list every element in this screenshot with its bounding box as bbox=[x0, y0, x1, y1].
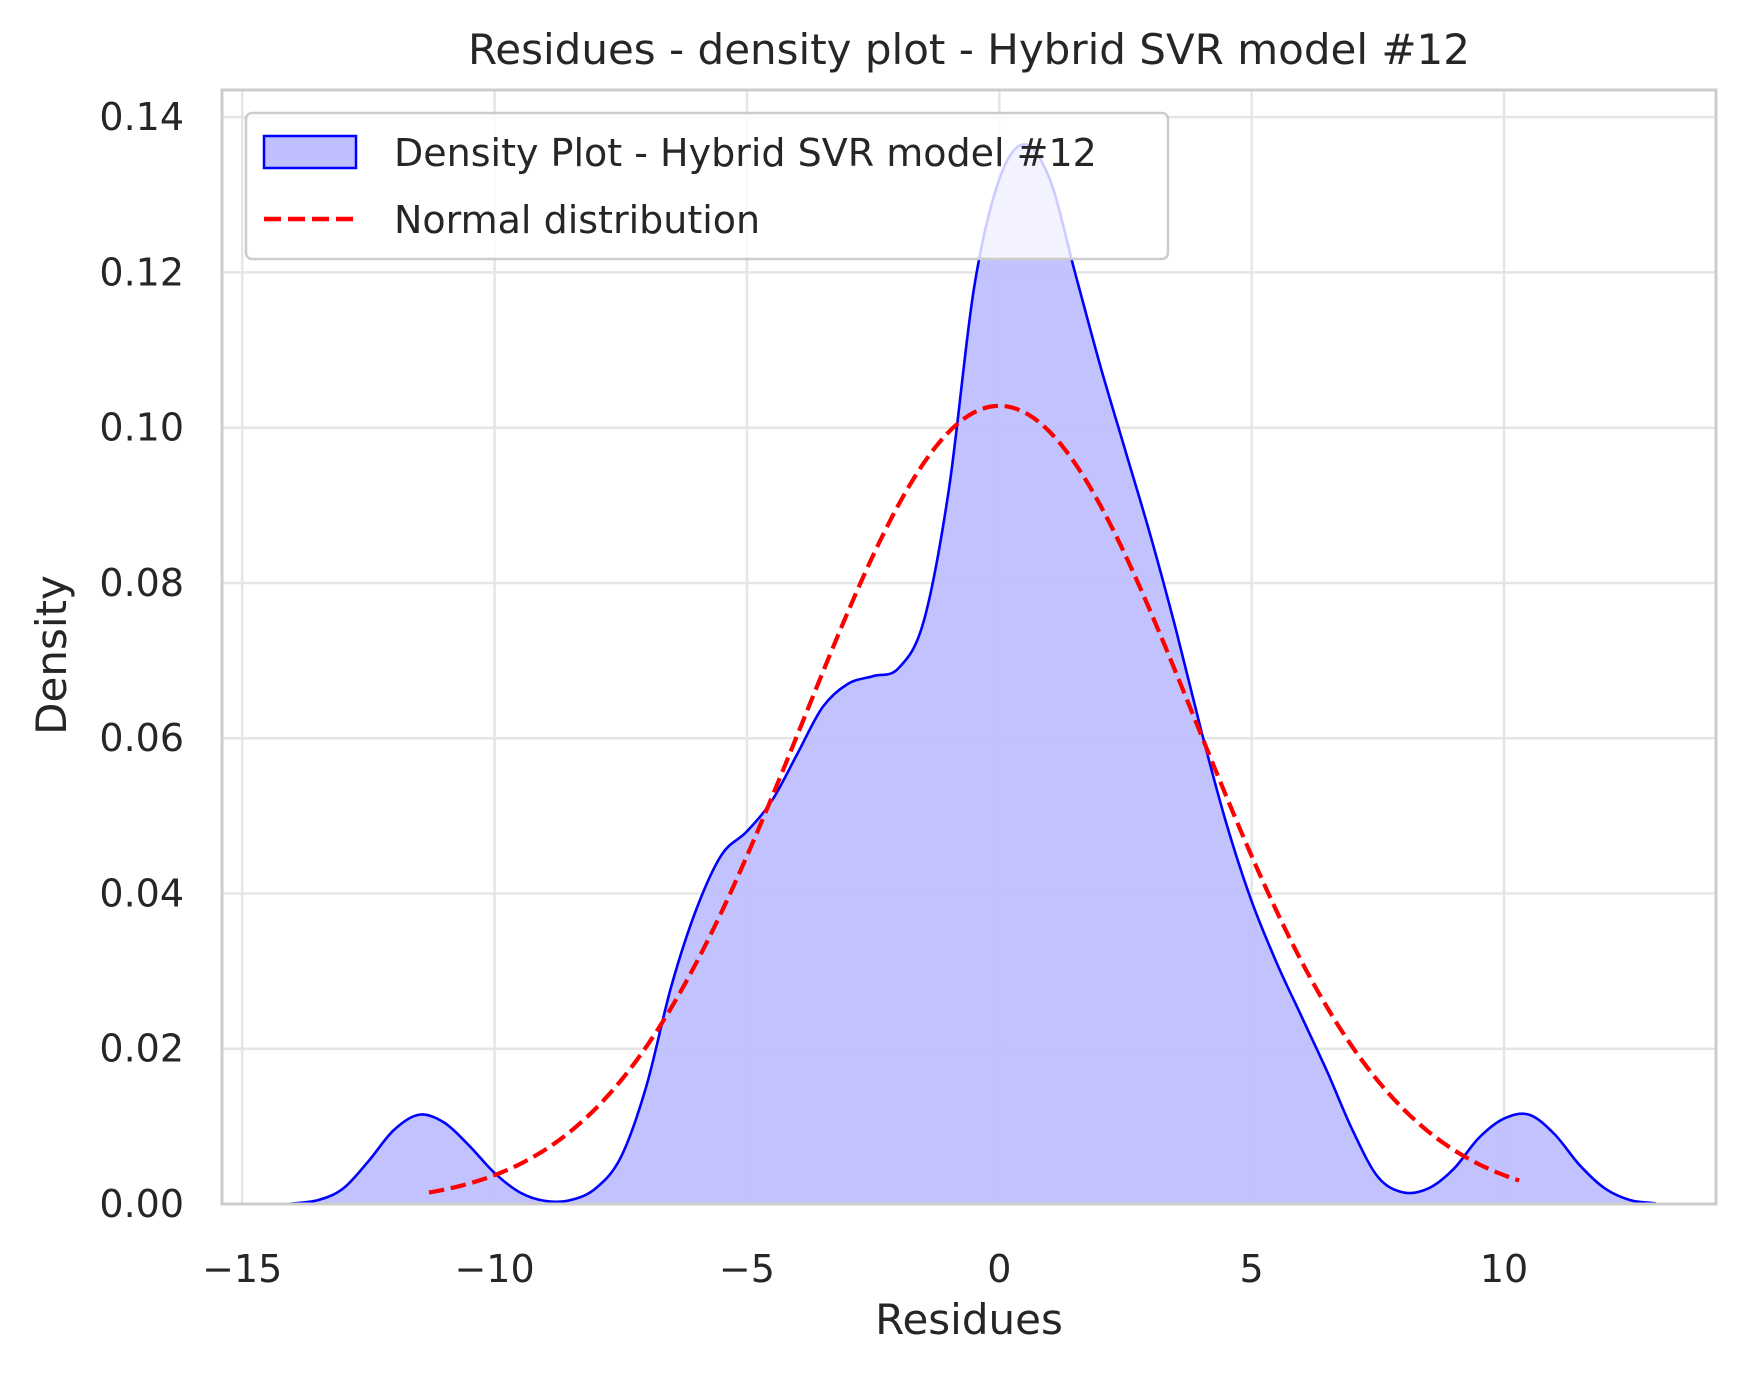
x-tick-label: −10 bbox=[454, 1247, 534, 1291]
legend-label-normal: Normal distribution bbox=[394, 198, 760, 242]
x-tick-labels: −15 −10 −5 0 5 10 bbox=[202, 1247, 1528, 1291]
x-tick-label: 0 bbox=[987, 1247, 1011, 1291]
chart-title: Residues - density plot - Hybrid SVR mod… bbox=[468, 25, 1470, 74]
normal-curve-line bbox=[428, 403, 1520, 1195]
legend-box bbox=[244, 111, 1170, 261]
legend-label-kde: Density Plot - Hybrid SVR model #12 bbox=[394, 131, 1097, 175]
y-tick-label: 0.14 bbox=[99, 95, 184, 139]
x-tick-label: −15 bbox=[202, 1247, 282, 1291]
y-axis-label: Density bbox=[27, 575, 76, 735]
y-tick-label: 0.06 bbox=[99, 716, 184, 760]
kde-line bbox=[287, 143, 1656, 1206]
y-tick-label: 0.12 bbox=[99, 250, 184, 294]
x-tick-label: −5 bbox=[719, 1247, 775, 1291]
x-axis-label: Residues bbox=[875, 1295, 1063, 1344]
y-tick-label: 0.02 bbox=[99, 1027, 184, 1071]
x-tick-label: 5 bbox=[1240, 1247, 1264, 1291]
axes-frame bbox=[220, 88, 1718, 1206]
kde-area bbox=[287, 144, 1656, 1205]
x-tick-label: 10 bbox=[1480, 1247, 1528, 1291]
legend-swatch-kde bbox=[262, 134, 358, 170]
y-tick-label: 0.08 bbox=[99, 561, 184, 605]
plot-border bbox=[220, 88, 1718, 1206]
y-tick-label: 0.04 bbox=[99, 871, 184, 915]
y-tick-labels: 0.00 0.02 0.04 0.06 0.08 0.10 0.12 0.14 bbox=[99, 95, 184, 1226]
legend: Density Plot - Hybrid SVR model #12 Norm… bbox=[244, 111, 1170, 261]
y-tick-label: 0.00 bbox=[99, 1182, 184, 1226]
y-tick-label: 0.10 bbox=[99, 406, 184, 450]
